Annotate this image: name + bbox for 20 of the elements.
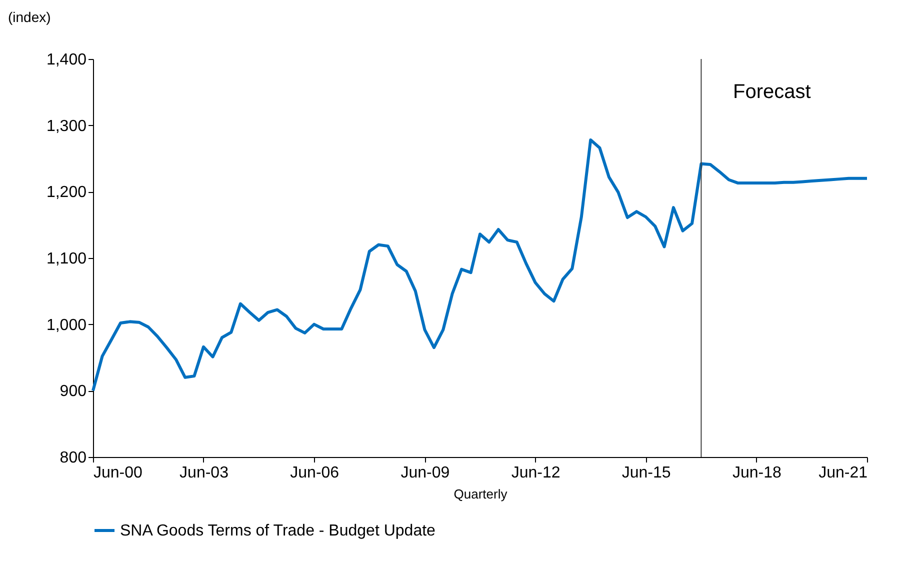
- y-tick-label: 1,100: [46, 250, 87, 268]
- y-axis-title: (index): [8, 9, 51, 25]
- line-series: [92, 138, 868, 392]
- legend-label: SNA Goods Terms of Trade - Budget Update: [120, 522, 436, 540]
- x-tick-label: Jun-09: [400, 464, 450, 482]
- x-tick-label: Jun-12: [511, 464, 560, 482]
- y-tick-label: 900: [60, 383, 87, 400]
- x-tick-label: Jun-15: [622, 464, 671, 482]
- x-tick-label: Jun-06: [290, 464, 340, 482]
- x-tick-label: Jun-18: [732, 464, 782, 482]
- y-tick-label: 800: [60, 450, 87, 466]
- x-tick-label: Jun-03: [180, 464, 229, 482]
- annotation: Forecast: [733, 81, 812, 103]
- y-tick-label: 1,200: [46, 184, 87, 202]
- y-tick-label: 1,400: [46, 52, 87, 68]
- x-tick-label: Jun-00: [94, 464, 143, 482]
- y-tick-label: 1,300: [46, 118, 87, 135]
- x-axis-title: Quarterly: [454, 486, 508, 502]
- y-tick-label: 1,000: [46, 316, 87, 334]
- x-tick-label: Jun-21: [818, 464, 868, 482]
